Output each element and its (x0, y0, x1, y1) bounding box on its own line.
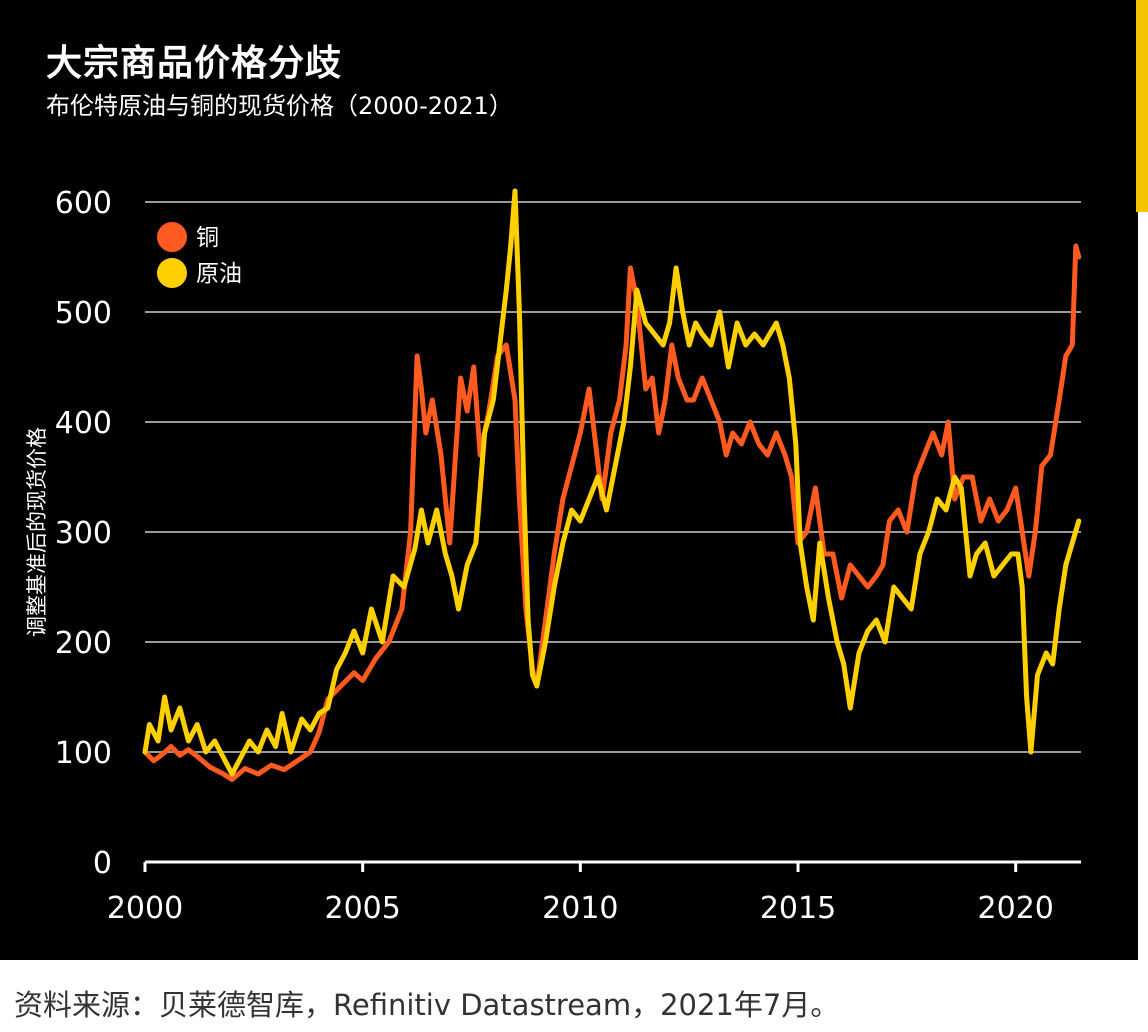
legend-label-copper: 铜 (196, 225, 219, 251)
y-tick-label: 100 (55, 736, 112, 771)
accent-bar (1136, 0, 1148, 212)
x-tick-label: 2020 (978, 891, 1054, 926)
y-tick-label: 600 (55, 186, 112, 221)
chart-title: 大宗商品价格分歧 (46, 43, 343, 84)
series-line-copper (142, 243, 1082, 782)
y-tick-label: 200 (55, 626, 112, 661)
y-tick-label: 500 (55, 296, 112, 331)
x-tick-label: 2010 (542, 891, 618, 926)
legend-label-oil: 原油 (196, 261, 242, 287)
legend-marker-oil (157, 258, 187, 288)
legend-marker-copper (157, 222, 187, 252)
gridlines (145, 201, 1081, 753)
y-tick-label: 400 (55, 406, 112, 441)
series-lines (142, 188, 1082, 782)
x-tick-label: 2000 (107, 891, 183, 926)
legend: 铜 原油 (157, 222, 242, 288)
chart-subtitle: 布伦特原油与铜的现货价格（2000-2021） (46, 92, 513, 120)
y-tick-label: 300 (55, 516, 112, 551)
axes: 0 100 200 300 400 500 600 2000 2005 2010 2015 2020 (55, 186, 1081, 926)
source-note: 资料来源：贝莱德智库，Refinitiv Datastream，2021年7月。 (14, 988, 840, 1022)
x-tick-label: 2005 (324, 891, 400, 926)
x-tick-label: 2015 (760, 891, 836, 926)
series-line-oil (142, 188, 1082, 777)
y-tick-label: 0 (93, 846, 112, 881)
